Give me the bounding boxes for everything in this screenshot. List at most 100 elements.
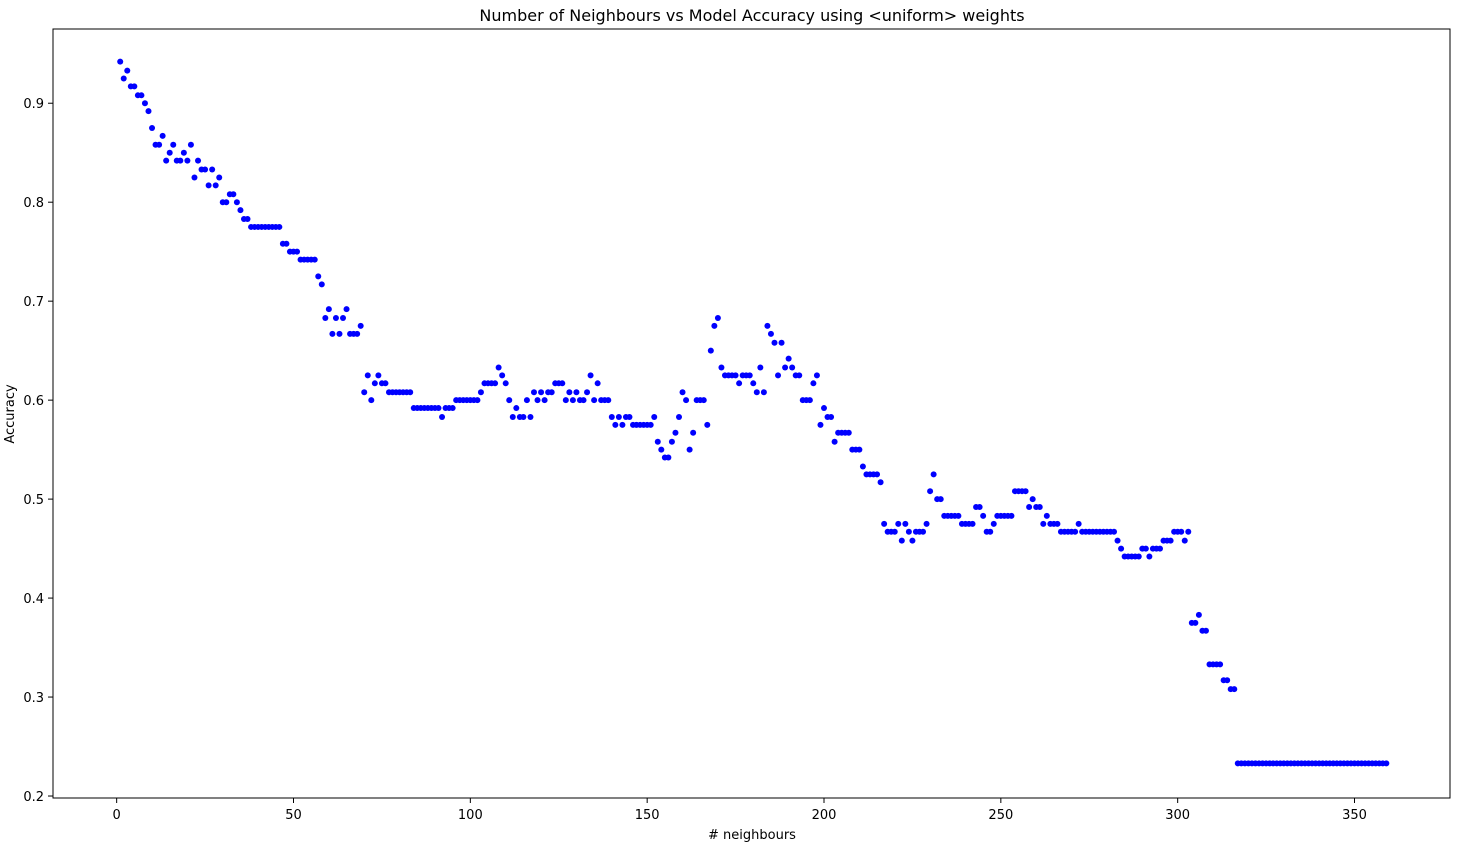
y-tick-label: 0.9 (23, 97, 44, 112)
data-point (569, 397, 576, 404)
data-point (736, 380, 743, 387)
data-point (449, 405, 456, 412)
data-point (223, 199, 230, 206)
data-point (513, 405, 520, 412)
data-point (325, 306, 332, 313)
data-point (608, 413, 615, 420)
data-point (276, 223, 283, 230)
x-tick-label: 0 (113, 808, 121, 823)
data-point (902, 520, 909, 527)
data-point (1008, 512, 1015, 519)
data-point (216, 174, 223, 181)
data-point (626, 413, 633, 420)
data-point (845, 429, 852, 436)
data-point (831, 438, 838, 445)
data-point (120, 75, 127, 82)
data-point (233, 199, 240, 206)
data-point (212, 182, 219, 189)
data-point (329, 330, 336, 337)
data-point (332, 314, 339, 321)
data-point (375, 372, 382, 379)
data-point (439, 413, 446, 420)
data-point (509, 413, 516, 420)
data-point (435, 405, 442, 412)
data-point (955, 512, 962, 519)
data-point (753, 389, 760, 396)
data-point (587, 372, 594, 379)
data-point (881, 520, 888, 527)
data-point (612, 421, 619, 428)
data-point (1217, 661, 1224, 668)
data-point (368, 397, 375, 404)
data-point (562, 397, 569, 404)
data-point (382, 380, 389, 387)
data-point (920, 528, 927, 535)
data-point (195, 157, 202, 164)
data-point (149, 124, 156, 131)
data-point (785, 355, 792, 362)
data-point (1054, 520, 1061, 527)
data-point (987, 528, 994, 535)
data-point (1040, 520, 1047, 527)
data-point (1156, 545, 1163, 552)
y-axis-ticks: 0.2 0.3 0.4 0.5 0.6 0.7 0.8 0.9 (23, 97, 53, 805)
data-point (205, 182, 212, 189)
x-tick-label: 200 (812, 808, 837, 823)
data-point (283, 240, 290, 247)
data-point (177, 157, 184, 164)
data-point (1195, 611, 1202, 618)
data-point (1111, 528, 1118, 535)
data-point (170, 141, 177, 148)
data-point (1036, 504, 1043, 511)
data-point (191, 174, 198, 181)
data-point (311, 256, 318, 263)
data-point (502, 380, 509, 387)
data-point (775, 372, 782, 379)
data-point (1383, 760, 1390, 767)
data-point (499, 372, 506, 379)
data-point (1146, 553, 1153, 560)
data-point (209, 166, 216, 173)
data-point (1181, 537, 1188, 544)
data-point (244, 216, 251, 223)
data-point (230, 191, 237, 198)
data-point (930, 471, 937, 478)
y-tick-label: 0.6 (23, 394, 44, 409)
data-point (1072, 528, 1079, 535)
data-point (166, 149, 173, 156)
data-point (322, 314, 329, 321)
data-point (746, 372, 753, 379)
data-point (658, 446, 665, 453)
data-point (856, 446, 863, 453)
data-point (187, 141, 194, 148)
data-point (506, 397, 513, 404)
y-tick-label: 0.2 (23, 790, 44, 805)
data-point (707, 347, 714, 354)
x-tick-label: 350 (1342, 808, 1367, 823)
data-point (1231, 686, 1238, 693)
data-point (584, 389, 591, 396)
data-points (117, 58, 1390, 767)
data-point (923, 520, 930, 527)
data-point (796, 372, 803, 379)
data-point (340, 314, 347, 321)
data-point (605, 397, 612, 404)
data-point (315, 273, 322, 280)
data-point (1114, 537, 1121, 544)
x-tick-label: 300 (1165, 808, 1190, 823)
data-point (665, 454, 672, 461)
data-point (619, 421, 626, 428)
data-point (1022, 488, 1029, 495)
data-point (810, 380, 817, 387)
data-point (859, 463, 866, 470)
data-point (750, 380, 757, 387)
data-point (711, 322, 718, 329)
data-point (566, 389, 573, 396)
x-tick-label: 100 (458, 808, 483, 823)
y-tick-label: 0.7 (23, 295, 44, 310)
y-tick-label: 0.3 (23, 691, 44, 706)
data-point (898, 537, 905, 544)
data-point (654, 438, 661, 445)
data-point (336, 330, 343, 337)
data-point (534, 397, 541, 404)
